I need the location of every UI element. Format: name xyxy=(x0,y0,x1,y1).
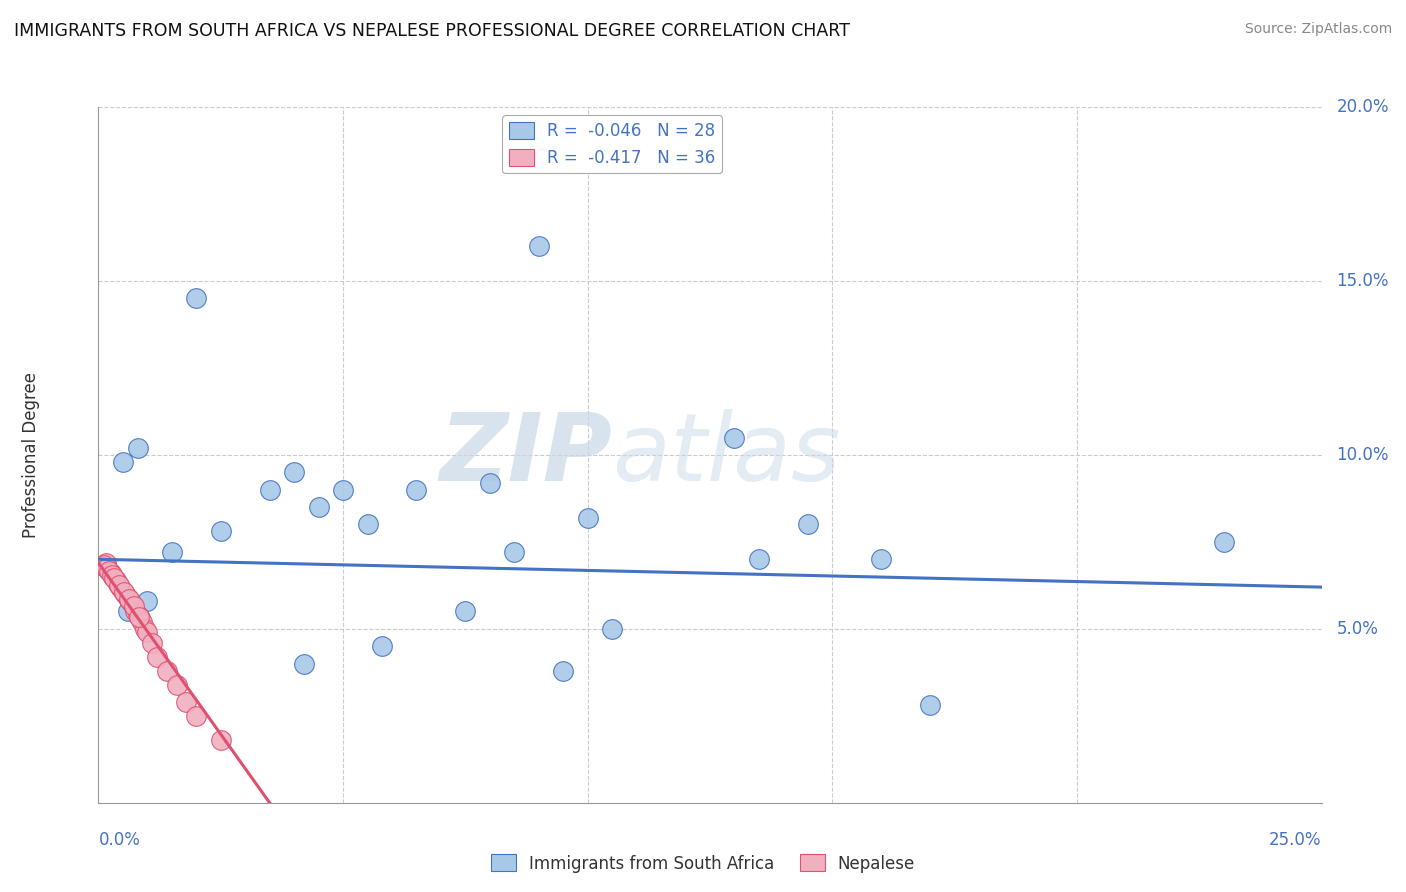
Point xyxy=(209,524,232,539)
Point xyxy=(94,556,117,570)
Legend: Immigrants from South Africa, Nepalese: Immigrants from South Africa, Nepalese xyxy=(484,847,922,880)
Point xyxy=(292,657,315,671)
Point xyxy=(503,545,526,559)
Text: IMMIGRANTS FROM SOUTH AFRICA VS NEPALESE PROFESSIONAL DEGREE CORRELATION CHART: IMMIGRANTS FROM SOUTH AFRICA VS NEPALESE… xyxy=(14,22,851,40)
Point xyxy=(356,517,378,532)
Point xyxy=(186,708,208,723)
Point xyxy=(136,594,159,608)
Point xyxy=(259,483,281,497)
Text: 5.0%: 5.0% xyxy=(1336,620,1378,638)
Point xyxy=(127,441,149,455)
Point xyxy=(98,565,121,579)
Point xyxy=(920,698,942,713)
Point xyxy=(600,622,623,636)
Point xyxy=(371,639,394,653)
Point xyxy=(576,510,599,524)
Point xyxy=(96,561,118,575)
Point xyxy=(553,664,575,678)
Point xyxy=(104,573,127,587)
Point xyxy=(117,591,139,605)
Point xyxy=(91,559,114,574)
Point xyxy=(134,622,156,636)
Point xyxy=(527,239,550,253)
Point xyxy=(405,483,427,497)
Point xyxy=(478,475,501,490)
Point xyxy=(107,576,129,591)
Point xyxy=(114,587,136,601)
Point xyxy=(160,545,183,559)
Point xyxy=(97,563,120,577)
Point xyxy=(117,605,139,619)
Text: 25.0%: 25.0% xyxy=(1270,830,1322,848)
Point xyxy=(111,455,134,469)
Point xyxy=(118,592,141,607)
Text: 0.0%: 0.0% xyxy=(98,830,141,848)
Point xyxy=(124,605,146,619)
Point xyxy=(131,615,153,629)
Text: atlas: atlas xyxy=(612,409,841,500)
Point xyxy=(129,611,152,625)
Text: 15.0%: 15.0% xyxy=(1336,272,1389,290)
Point xyxy=(176,695,198,709)
Point xyxy=(121,598,143,612)
Point xyxy=(93,558,115,572)
Text: 20.0%: 20.0% xyxy=(1336,98,1389,116)
Point xyxy=(308,500,330,514)
Point xyxy=(120,594,142,608)
Point xyxy=(156,664,179,678)
Text: ZIP: ZIP xyxy=(439,409,612,501)
Point xyxy=(108,578,131,592)
Point xyxy=(122,599,145,614)
Legend: R =  -0.046   N = 28, R =  -0.417   N = 36: R = -0.046 N = 28, R = -0.417 N = 36 xyxy=(502,115,723,173)
Point xyxy=(1212,534,1234,549)
Point xyxy=(748,552,770,566)
Text: Professional Degree: Professional Degree xyxy=(22,372,41,538)
Point xyxy=(110,580,132,594)
Point xyxy=(136,625,159,640)
Point xyxy=(141,636,163,650)
Point xyxy=(128,609,150,624)
Point xyxy=(146,649,169,664)
Point xyxy=(797,517,820,532)
Point xyxy=(111,583,134,598)
Point xyxy=(283,466,305,480)
Point xyxy=(209,733,232,747)
Text: 10.0%: 10.0% xyxy=(1336,446,1389,464)
Point xyxy=(100,566,122,581)
Point xyxy=(112,585,135,599)
Point xyxy=(103,571,125,585)
Point xyxy=(127,607,149,622)
Point xyxy=(723,430,745,444)
Point xyxy=(101,570,124,584)
Point xyxy=(870,552,893,566)
Point xyxy=(332,483,354,497)
Point xyxy=(101,568,124,582)
Point xyxy=(166,677,188,691)
Point xyxy=(454,605,477,619)
Text: Source: ZipAtlas.com: Source: ZipAtlas.com xyxy=(1244,22,1392,37)
Point xyxy=(186,291,208,305)
